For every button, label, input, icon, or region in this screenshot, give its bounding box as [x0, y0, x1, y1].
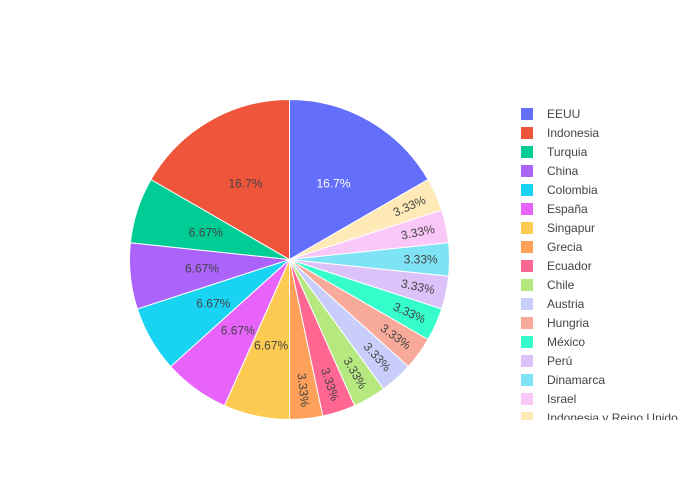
legend-swatch-mexico — [521, 336, 533, 348]
legend-label-chile: Chile — [547, 278, 575, 292]
percent-label-eeuu: 16.7% — [316, 176, 350, 190]
legend-item-colombia[interactable]: Colombia — [521, 183, 598, 197]
legend-swatch-grecia — [521, 241, 533, 253]
legend: EEUU Indonesia Turquia China Colombia España S… — [521, 107, 678, 425]
legend-item-eeuu[interactable]: EEUU — [521, 107, 580, 121]
legend-label-espana: España — [547, 202, 588, 216]
legend-item-dinamarca[interactable]: Dinamarca — [521, 373, 605, 387]
legend-item-china[interactable]: China — [521, 164, 579, 178]
legend-label-colombia: Colombia — [547, 183, 598, 197]
legend-label-mexico: México — [547, 335, 585, 349]
percent-label-singapur: 6.67% — [254, 339, 288, 353]
legend-label-indonesia: Indonesia — [547, 126, 599, 140]
legend-swatch-singapur — [521, 222, 533, 234]
pie-slice-indonesia[interactable] — [150, 98, 290, 261]
legend-item-israel[interactable]: Israel — [521, 392, 576, 406]
legend-swatch-hungria — [521, 317, 533, 329]
pie-slices — [129, 98, 450, 421]
legend-swatch-indonesia-y-reino-unido — [521, 412, 533, 420]
percent-label-colombia: 6.67% — [196, 297, 230, 311]
percent-label-espana: 6.67% — [221, 324, 255, 338]
legend-item-indonesia[interactable]: Indonesia — [521, 126, 599, 140]
percent-label-turquia: 6.67% — [189, 225, 223, 239]
legend-item-chile[interactable]: Chile — [521, 278, 575, 292]
legend-label-ecuador: Ecuador — [547, 259, 592, 273]
percent-label-china: 6.67% — [185, 262, 219, 276]
legend-label-turquia: Turquia — [547, 145, 588, 159]
legend-label-austria: Austria — [547, 297, 585, 311]
legend-swatch-austria — [521, 298, 533, 310]
legend-swatch-eeuu — [521, 108, 533, 120]
legend-item-espana[interactable]: España — [521, 202, 588, 216]
legend-label-eeuu: EEUU — [547, 107, 580, 121]
legend-swatch-israel — [521, 393, 533, 405]
legend-label-indonesia-y-reino-unido: Indonesia y Reino Unido — [547, 411, 678, 425]
legend-item-peru[interactable]: Perú — [521, 354, 572, 368]
legend-swatch-ecuador — [521, 260, 533, 272]
percent-label-peru: 3.33% — [400, 276, 437, 297]
legend-swatch-chile — [521, 279, 533, 291]
legend-item-turquia[interactable]: Turquia — [521, 145, 588, 159]
legend-swatch-turquia — [521, 146, 533, 158]
legend-label-grecia: Grecia — [547, 240, 583, 254]
percent-label-grecia: 3.33% — [294, 372, 312, 408]
legend-swatch-indonesia — [521, 127, 533, 139]
legend-item-austria[interactable]: Austria — [521, 297, 585, 311]
legend-item-singapur[interactable]: Singapur — [521, 221, 595, 235]
legend-label-dinamarca: Dinamarca — [547, 373, 605, 387]
legend-label-peru: Perú — [547, 354, 572, 368]
percent-label-dinamarca: 3.33% — [404, 253, 438, 267]
legend-label-hungria: Hungria — [547, 316, 589, 330]
pie-slice-eeuu[interactable] — [289, 98, 429, 261]
legend-swatch-espana — [521, 203, 533, 215]
legend-label-singapur: Singapur — [547, 221, 595, 235]
legend-swatch-colombia — [521, 184, 533, 196]
legend-label-israel: Israel — [547, 392, 576, 406]
legend-item-hungria[interactable]: Hungria — [521, 316, 589, 330]
legend-label-china: China — [547, 164, 579, 178]
legend-item-grecia[interactable]: Grecia — [521, 240, 583, 254]
legend-item-mexico[interactable]: México — [521, 335, 585, 349]
percent-label-israel: 3.33% — [400, 222, 437, 243]
legend-item-indonesia-y-reino-unido[interactable]: Indonesia y Reino Unido — [521, 411, 678, 425]
legend-item-ecuador[interactable]: Ecuador — [521, 259, 592, 273]
legend-swatch-peru — [521, 355, 533, 367]
legend-swatch-dinamarca — [521, 374, 533, 386]
legend-swatch-china — [521, 165, 533, 177]
percent-label-indonesia: 16.7% — [228, 176, 262, 190]
